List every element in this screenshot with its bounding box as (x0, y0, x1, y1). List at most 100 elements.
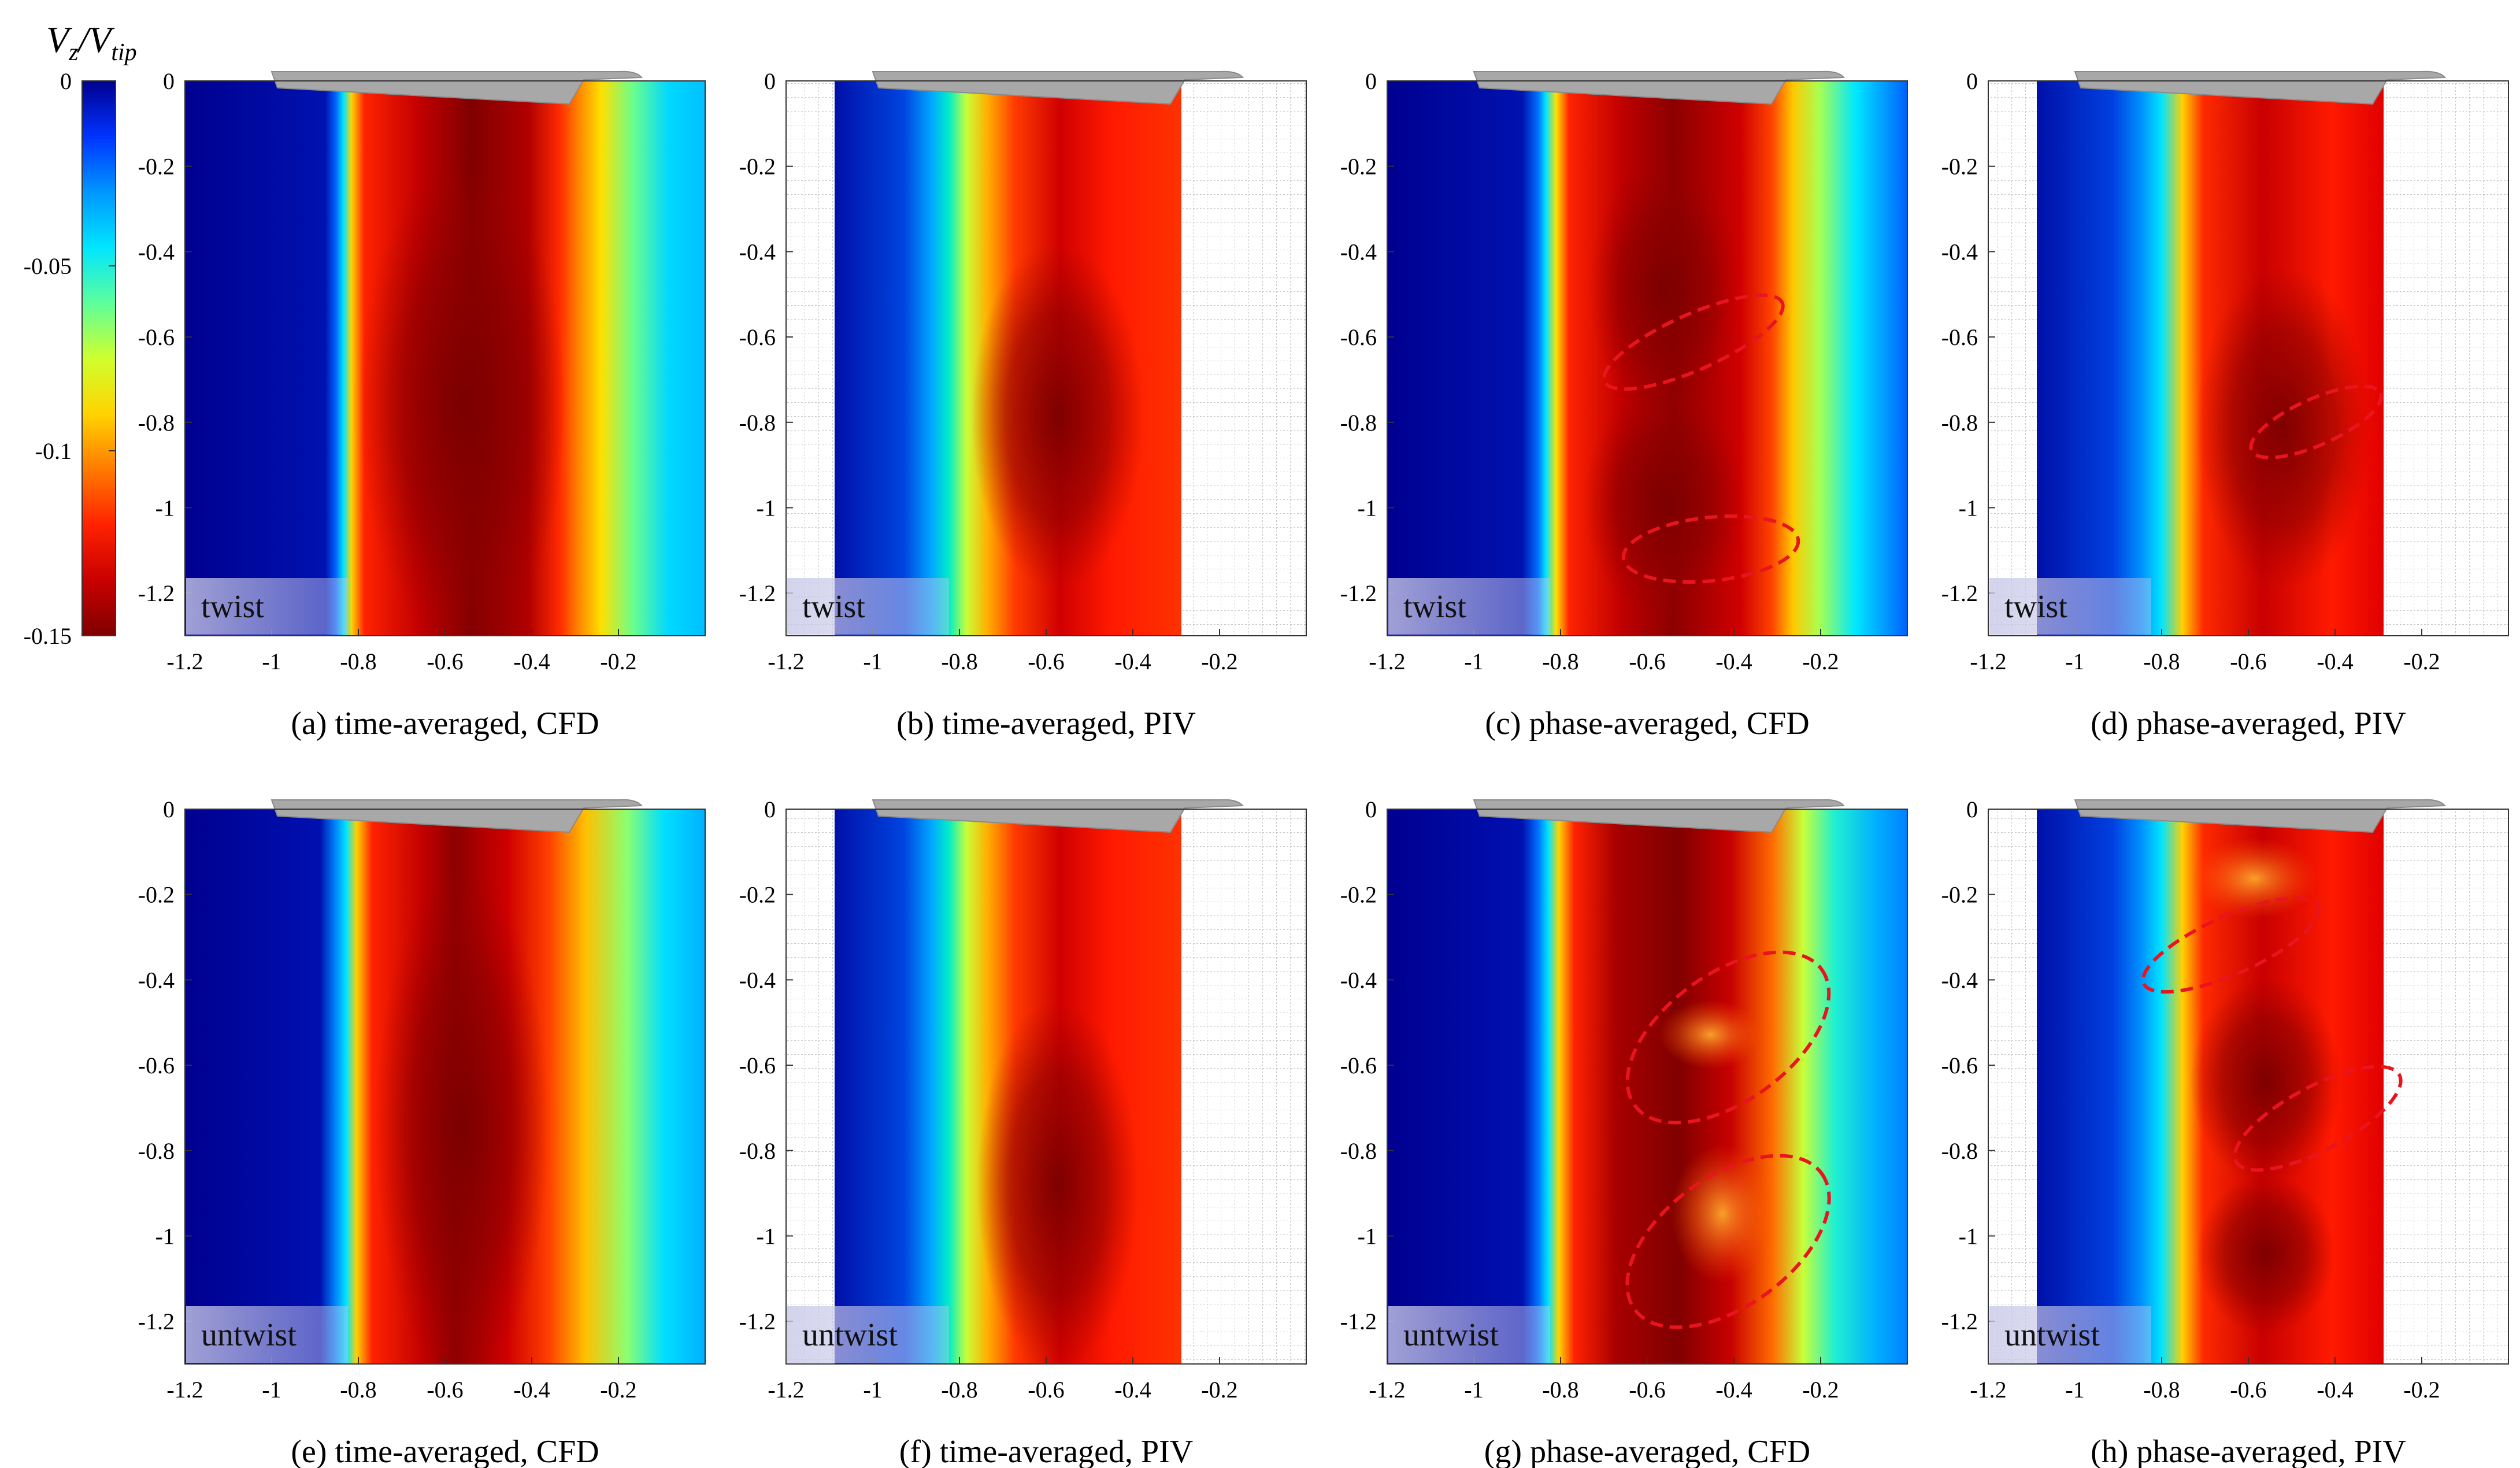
x-tick-label: -0.8 (340, 1377, 376, 1403)
x-tick-label: -0.6 (1028, 648, 1064, 674)
colorbar-title: Vz/Vtip (46, 19, 137, 66)
y-tick-label: -1.2 (1340, 1308, 1377, 1334)
config-label: untwist (201, 1317, 297, 1353)
y-tick-label: -0.2 (1941, 154, 1978, 180)
colorbar-tick-label: -0.05 (24, 253, 72, 279)
dashed-ellipse (1625, 1154, 1831, 1329)
x-tick-label: -0.4 (1114, 648, 1151, 674)
x-tick-label: -1.2 (1970, 648, 2006, 674)
x-tick-label: -1.2 (1369, 1377, 1405, 1403)
panel-b-overlay: -1.2 -1 -0.8 -0.6 -0.4 -0.2 0 -0.2 -0.4 -0.6 -0.8 -… (739, 68, 1307, 742)
colorbar-tick-label: 0 (60, 68, 72, 94)
panel-caption: (d) phase-averaged, PIV (2091, 706, 2406, 742)
rotor-blade (270, 799, 643, 833)
x-tick-label: -1 (262, 1377, 281, 1403)
y-tick-label: -1 (757, 1223, 776, 1249)
x-tick-label: -0.6 (2230, 1377, 2266, 1403)
x-tick-label: -0.6 (1028, 1377, 1064, 1403)
y-tick-label: -0.2 (1340, 882, 1377, 908)
y-tick-label: -0.2 (739, 154, 776, 180)
x-tick-label: -0.8 (1542, 1377, 1578, 1403)
x-tick-label: -1.2 (1369, 648, 1405, 674)
x-tick-label: -0.8 (2143, 648, 2180, 674)
panel-f (786, 809, 1306, 1364)
heatmap-g (1387, 809, 1907, 1364)
panel-caption: (g) phase-averaged, CFD (1484, 1434, 1810, 1468)
panel-caption: (h) phase-averaged, PIV (2091, 1434, 2406, 1468)
y-tick-label: 0 (1365, 68, 1377, 94)
x-tick-label: -1 (262, 648, 281, 674)
x-tick-label: -0.2 (2403, 648, 2440, 674)
y-tick-label: -0.4 (1340, 239, 1377, 265)
config-label: twist (1403, 589, 1466, 625)
y-tick-label: -0.8 (138, 410, 175, 436)
x-tick-label: -0.6 (427, 648, 463, 674)
x-tick-label: -0.8 (941, 648, 977, 674)
y-tick-label: -0.8 (739, 1138, 776, 1164)
dashed-ellipse (2141, 896, 2321, 994)
y-tick-label: -0.4 (1941, 967, 1978, 993)
panel-h-overlay: -1.2 -1 -0.8 -0.6 -0.4 -0.2 0 -0.2 -0.4 -0.6 -0.8 -… (1941, 796, 2509, 1468)
y-tick-label: -1.2 (138, 1308, 175, 1334)
colorbar-tick-label: -0.1 (35, 438, 72, 464)
x-tick-label: -0.2 (1802, 1377, 1839, 1403)
config-label: untwist (802, 1317, 898, 1353)
y-tick-label: -1.2 (739, 1308, 776, 1334)
y-tick-label: -0.2 (1941, 882, 1978, 908)
y-tick-label: -1 (155, 1223, 175, 1249)
dashed-ellipse (1625, 950, 1831, 1125)
y-tick-label: -0.2 (138, 882, 175, 908)
x-tick-label: -1 (863, 1377, 882, 1403)
x-tick-label: -0.8 (2143, 1377, 2180, 1403)
y-tick-label: -0.4 (1340, 967, 1377, 993)
rotor-blade (2074, 799, 2447, 833)
config-label-box (787, 578, 949, 635)
x-tick-label: -0.6 (1629, 1377, 1665, 1403)
x-tick-label: -0.6 (1629, 648, 1665, 674)
y-tick-label: -1 (1358, 495, 1377, 521)
panel-caption: (e) time-averaged, CFD (291, 1434, 599, 1468)
config-label-box (787, 1306, 949, 1363)
rotor-blade (1473, 799, 1845, 833)
y-tick-label: 0 (163, 796, 175, 822)
y-tick-label: -1 (1959, 1223, 1978, 1249)
y-tick-label: -1 (757, 495, 776, 521)
config-label: twist (201, 589, 264, 625)
x-tick-label: -0.4 (2317, 1377, 2353, 1403)
x-tick-label: -0.6 (427, 1377, 463, 1403)
panel-c-overlay: -1.2 -1 -0.8 -0.6 -0.4 -0.2 0 -0.2 -0.4 -0.6 -0.8 -… (1340, 68, 1908, 742)
y-tick-label: -0.6 (1340, 1052, 1377, 1078)
rotor-blade (872, 71, 1244, 105)
y-tick-label: -0.4 (739, 239, 776, 265)
panel-h (1988, 809, 2508, 1364)
x-tick-label: -0.4 (513, 648, 550, 674)
panel-a-overlay: -1.2 -1 -0.8 -0.6 -0.4 -0.2 0 -0.2 -0.4 -0.6 -0.8 -… (138, 68, 706, 742)
y-tick-label: 0 (1365, 796, 1377, 822)
x-tick-label: -1 (1464, 648, 1483, 674)
panel-d-overlay: -1.2 -1 -0.8 -0.6 -0.4 -0.2 0 -0.2 -0.4 -0.6 -0.8 -… (1941, 68, 2509, 742)
config-label: untwist (1403, 1317, 1499, 1353)
panel-caption: (a) time-averaged, CFD (291, 706, 599, 742)
config-label-box (186, 1306, 348, 1363)
y-tick-label: -0.4 (138, 967, 175, 993)
config-label-box (186, 578, 348, 635)
y-tick-label: -1.2 (1941, 1308, 1978, 1334)
x-tick-label: -1 (2065, 648, 2084, 674)
x-tick-label: -0.4 (1715, 648, 1752, 674)
config-label: untwist (2004, 1317, 2100, 1353)
colorbar-scale (81, 80, 116, 636)
dashed-ellipse (1602, 293, 1785, 391)
x-tick-label: -1.2 (166, 1377, 203, 1403)
x-tick-label: -0.2 (1201, 648, 1237, 674)
y-tick-label: -0.6 (1340, 324, 1377, 350)
x-tick-label: -1 (2065, 1377, 2084, 1403)
panel-f-overlay: -1.2 -1 -0.8 -0.6 -0.4 -0.2 0 -0.2 -0.4 -0.6 -0.8 -… (739, 796, 1307, 1468)
y-tick-label: -0.6 (1941, 1052, 1978, 1078)
y-tick-label: -1.2 (138, 580, 175, 606)
y-tick-label: -0.8 (1941, 1138, 1978, 1164)
y-tick-label: -0.6 (739, 1052, 776, 1078)
x-tick-label: -0.2 (1802, 648, 1839, 674)
y-tick-label: -0.8 (739, 410, 776, 436)
x-tick-label: -1.2 (166, 648, 203, 674)
y-tick-label: -0.2 (1340, 154, 1377, 180)
